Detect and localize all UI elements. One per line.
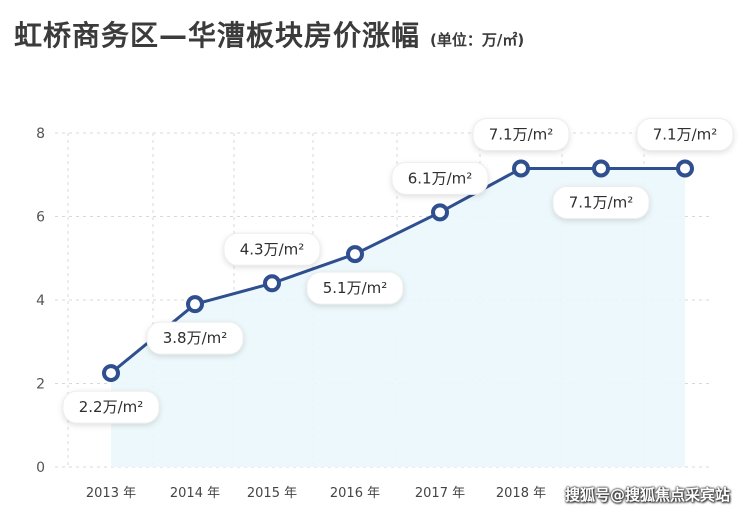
data-label: 2.2万/m² (79, 398, 144, 416)
chart-title: 虹桥商务区—华漕板块房价涨幅 (14, 19, 421, 52)
x-tick-label: 2016 年 (330, 486, 380, 501)
data-point (592, 159, 610, 178)
data-label-bg (223, 232, 321, 266)
y-tick-label: 0 (36, 460, 45, 476)
data-point (676, 159, 694, 178)
series-line (110, 166, 685, 375)
data-point (346, 245, 364, 264)
x-tick-label: 2017 年 (415, 486, 465, 501)
data-point (431, 203, 449, 222)
data-label-bg (636, 117, 734, 151)
data-label: 6.1万/m² (408, 169, 473, 187)
data-label-bg (552, 185, 650, 219)
data-label: 7.1万/m² (489, 125, 554, 143)
data-label: 7.1万/m² (653, 125, 718, 143)
area-fill (111, 168, 685, 468)
x-tick-label: 2014 年 (170, 486, 220, 501)
unit-label: (单位：万/㎡) (430, 31, 525, 49)
x-tick-label: 2015 年 (247, 486, 297, 501)
y-tick-label: 6 (36, 210, 45, 226)
x-tick-label: 2018 年 (496, 486, 546, 501)
data-point (512, 159, 530, 178)
data-label-bg (146, 321, 244, 355)
data-point (102, 364, 120, 383)
data-label: 4.3万/m² (240, 240, 305, 258)
data-label-bg (306, 271, 404, 305)
data-point (186, 295, 204, 314)
y-tick-label: 8 (36, 126, 45, 142)
data-label: 3.8万/m² (163, 329, 228, 347)
data-label-bg (62, 390, 160, 424)
y-tick-label: 4 (36, 293, 45, 309)
watermark: 搜狐号@搜狐焦点采宾站 (564, 486, 730, 504)
data-label-bg (391, 161, 489, 195)
y-tick-label: 2 (36, 377, 45, 393)
data-label-bg (472, 117, 570, 151)
data-label: 5.1万/m² (323, 279, 388, 297)
data-point (263, 274, 281, 293)
chart-header: 虹桥商务区—华漕板块房价涨幅 (单位：万/㎡) (14, 14, 524, 54)
data-label: 7.1万/m² (569, 193, 634, 211)
x-tick-label: 2013 年 (86, 486, 136, 501)
